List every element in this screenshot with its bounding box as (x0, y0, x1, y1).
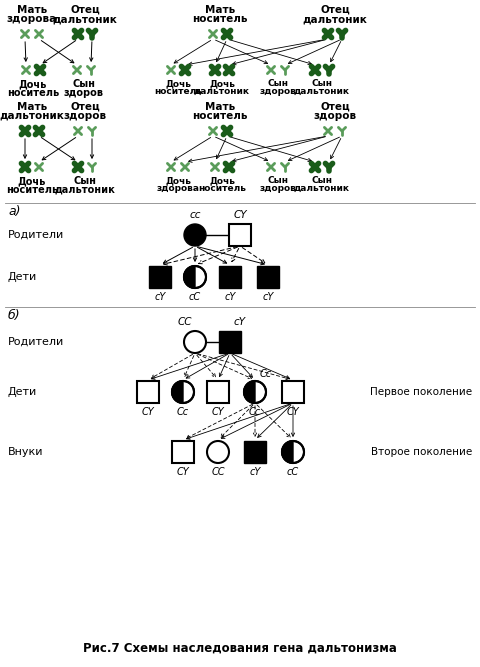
Text: Отец: Отец (70, 5, 100, 15)
Text: Сын: Сын (72, 79, 96, 89)
Text: дальтоник: дальтоник (53, 14, 118, 24)
Text: носитель: носитель (6, 185, 58, 195)
Bar (229, 224, 251, 246)
Polygon shape (172, 381, 183, 403)
Circle shape (282, 441, 304, 463)
Polygon shape (282, 441, 293, 463)
Text: здорова: здорова (7, 14, 57, 24)
Text: Сын: Сын (312, 79, 333, 88)
Bar (207, 381, 229, 403)
Text: Дочь: Дочь (19, 79, 47, 89)
Text: здоров: здоров (63, 111, 107, 121)
Bar (172, 441, 194, 463)
Text: Дети: Дети (8, 272, 37, 282)
Text: CC: CC (178, 317, 192, 327)
Text: здоров: здоров (260, 87, 297, 96)
Text: б): б) (8, 309, 21, 322)
Text: Отец: Отец (320, 5, 350, 15)
Text: Cc: Cc (177, 407, 189, 417)
Text: cY: cY (234, 317, 246, 327)
Bar (244, 441, 266, 463)
Text: а): а) (8, 205, 21, 218)
Text: cC: cC (287, 467, 299, 477)
Text: дальтоник: дальтоник (294, 87, 350, 96)
Text: Сын: Сын (267, 79, 288, 88)
Text: здорова: здорова (156, 184, 200, 193)
Text: CC: CC (211, 467, 225, 477)
Bar (219, 266, 241, 288)
Circle shape (184, 331, 206, 353)
Text: Дочь: Дочь (209, 176, 235, 185)
Text: CY: CY (287, 407, 300, 417)
Text: Отец: Отец (70, 102, 100, 112)
Text: cc: cc (189, 210, 201, 220)
Polygon shape (184, 266, 195, 288)
Text: Мать: Мать (205, 5, 235, 15)
Bar (219, 331, 241, 353)
Text: Отец: Отец (320, 102, 350, 112)
Text: cC: cC (189, 292, 201, 302)
Text: дальтоник: дальтоник (194, 87, 250, 96)
Text: Мать: Мать (17, 5, 47, 15)
Text: носитель: носитель (192, 14, 248, 24)
Text: CY: CY (177, 467, 190, 477)
Text: Сын: Сын (73, 176, 96, 186)
Text: Мать: Мать (205, 102, 235, 112)
Bar (137, 381, 159, 403)
Text: Родители: Родители (8, 337, 64, 347)
Circle shape (244, 381, 266, 403)
Text: Родители: Родители (8, 230, 64, 240)
Text: дальтоник: дальтоник (302, 14, 367, 24)
Text: CY: CY (142, 407, 155, 417)
Text: Мать: Мать (17, 102, 47, 112)
Text: cY: cY (249, 467, 261, 477)
Bar (257, 266, 279, 288)
Text: Дети: Дети (8, 387, 37, 397)
Text: носитель: носитель (192, 111, 248, 121)
Text: cY: cY (262, 292, 274, 302)
Text: Внуки: Внуки (8, 447, 44, 457)
Text: cY: cY (224, 292, 236, 302)
Text: здоров: здоров (260, 184, 297, 193)
Text: носитель: носитель (154, 87, 202, 96)
Text: носитель: носитель (198, 184, 246, 193)
Circle shape (172, 381, 194, 403)
Text: Дочь: Дочь (165, 79, 191, 88)
Text: CY: CY (233, 210, 247, 220)
Text: cY: cY (154, 292, 166, 302)
Text: Первое поколение: Первое поколение (370, 387, 472, 397)
Text: Сын: Сын (267, 176, 288, 185)
Text: дальтоник: дальтоник (0, 111, 64, 121)
Text: носитель: носитель (7, 88, 59, 98)
Text: дальтоник: дальтоник (55, 185, 115, 195)
Circle shape (207, 441, 229, 463)
Text: Дочь: Дочь (18, 176, 46, 186)
Text: CY: CY (212, 407, 224, 417)
Text: здоров: здоров (64, 88, 104, 98)
Text: здоров: здоров (313, 111, 357, 121)
Text: Сын: Сын (312, 176, 333, 185)
Text: Дочь: Дочь (165, 176, 191, 185)
Bar (149, 266, 171, 288)
Text: Рис.7 Схемы наследования гена дальтонизма: Рис.7 Схемы наследования гена дальтонизм… (83, 642, 397, 655)
Polygon shape (244, 381, 255, 403)
Bar (282, 381, 304, 403)
Circle shape (184, 224, 206, 246)
Circle shape (184, 266, 206, 288)
Text: Второе поколение: Второе поколение (371, 447, 472, 457)
Text: Cc: Cc (260, 369, 272, 379)
Text: дальтоник: дальтоник (294, 184, 350, 193)
Text: Дочь: Дочь (209, 79, 235, 88)
Text: Cc: Cc (249, 407, 261, 417)
